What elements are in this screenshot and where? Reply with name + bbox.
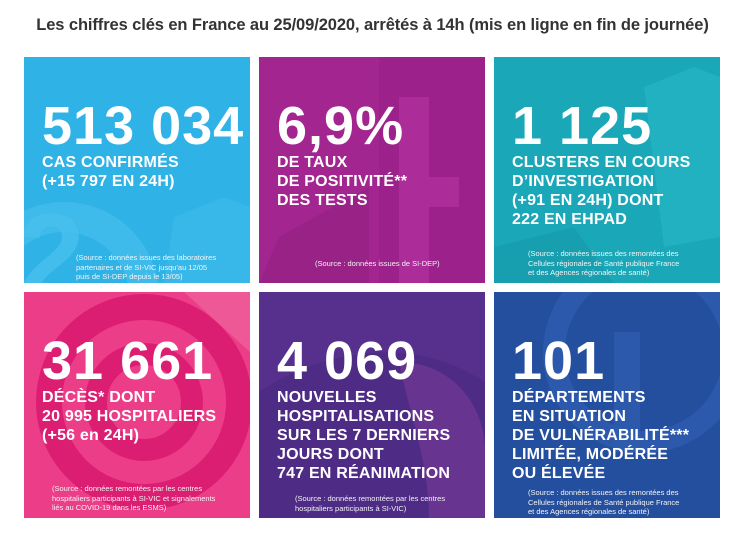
source-note: (Source : données issues des remontées d… bbox=[528, 249, 679, 278]
stat-line: (+15 797 EN 24H) bbox=[42, 173, 175, 190]
source-note: (Source : données issues de SI-DEP) bbox=[315, 259, 440, 269]
stat-description: DE TAUX DE POSITIVITÉ** DES TESTS bbox=[277, 153, 407, 210]
source-line: partenaires et de SI-VIC jusqu'au 12/05 bbox=[76, 262, 208, 272]
stat-number: 513 034 bbox=[42, 96, 245, 156]
source-line: Cellules régionales de Santé publique Fr… bbox=[528, 258, 680, 268]
source-line: (Source : données remontées par les cent… bbox=[295, 494, 446, 503]
stat-line: (+91 EN 24H) DONT bbox=[512, 192, 664, 209]
stat-line: DE TAUX bbox=[277, 154, 348, 171]
stat-line: (+56 en 24H) bbox=[42, 427, 140, 444]
stat-line: NOUVELLES bbox=[277, 389, 377, 406]
svg-text:2: 2 bbox=[24, 189, 85, 283]
stat-line: DÉPARTEMENTS bbox=[512, 389, 646, 406]
source-line: (Source : données issues des remontées d… bbox=[528, 488, 679, 497]
source-line: (Source : données remontées par les cent… bbox=[52, 484, 203, 493]
stat-line: DE VULNÉRABILITÉ*** bbox=[512, 427, 690, 444]
source-line: puis de SI-DEP depuis le 13/05) bbox=[76, 272, 183, 281]
source-line: Cellules régionales de Santé publique Fr… bbox=[528, 497, 680, 507]
source-line: hospitaliers participants à SI-VIC et si… bbox=[52, 493, 216, 503]
tile-background-graphic bbox=[543, 292, 720, 453]
page-title: Les chiffres clés en France au 25/09/202… bbox=[36, 15, 709, 34]
stat-line: 747 EN RÉANIMATION bbox=[277, 465, 451, 482]
stat-line: 222 EN EHPAD bbox=[512, 211, 628, 228]
stat-description: DÉCÈS* DONT 20 995 HOSPITALIERS (+56 en … bbox=[42, 388, 216, 445]
stat-line: LIMITÉE, MODÉRÉE bbox=[512, 446, 669, 463]
source-note: (Source : données issues des laboratoire… bbox=[76, 253, 216, 282]
tile-background-graphic bbox=[259, 352, 485, 518]
deaths-tile: 31 661 DÉCÈS* DONT 20 995 HOSPITALIERS (… bbox=[24, 292, 250, 518]
clusters-tile: 1 125 CLUSTERS EN COURS D’INVESTIGATION … bbox=[494, 57, 720, 283]
stat-line: D’INVESTIGATION bbox=[512, 173, 655, 190]
source-line: hospitaliers participants à SI-VIC) bbox=[295, 503, 407, 513]
tile-background-graphic bbox=[36, 292, 250, 510]
source-line: (Source : données issues de SI-DEP) bbox=[315, 259, 440, 268]
source-note: (Source : données remontées par les cent… bbox=[295, 494, 445, 513]
stat-line: OU ÉLEVÉE bbox=[512, 465, 606, 482]
stat-line: DES TESTS bbox=[277, 192, 368, 209]
stat-number: 101 bbox=[512, 331, 606, 391]
source-line: liés au COVID-19 dans les ESMS) bbox=[52, 503, 167, 512]
stat-line: CLUSTERS EN COURS bbox=[512, 154, 691, 171]
source-line: et des Agences régionales de santé) bbox=[528, 507, 650, 516]
stat-description: NOUVELLES HOSPITALISATIONS SUR LES 7 DER… bbox=[277, 388, 450, 483]
stat-number: 31 661 bbox=[42, 331, 214, 391]
tile-background-graphic bbox=[494, 67, 720, 283]
stat-number: 6,9% bbox=[277, 96, 405, 156]
stat-description: CLUSTERS EN COURS D’INVESTIGATION (+91 E… bbox=[512, 153, 691, 229]
tile-background-graphic bbox=[259, 57, 485, 283]
stat-line: CAS CONFIRMÉS bbox=[42, 154, 179, 171]
stat-description: CAS CONFIRMÉS (+15 797 EN 24H) bbox=[42, 153, 179, 191]
stat-number: 4 069 bbox=[277, 331, 418, 391]
stat-line: 20 995 HOSPITALIERS bbox=[42, 408, 217, 425]
stat-line: DE POSITIVITÉ** bbox=[277, 173, 408, 190]
source-line: et des Agences régionales de santé) bbox=[528, 268, 650, 277]
stat-number: 1 125 bbox=[512, 96, 653, 156]
stat-line: EN SITUATION bbox=[512, 408, 627, 425]
positivity-rate-tile: 6,9% DE TAUX DE POSITIVITÉ** DES TESTS (… bbox=[259, 57, 485, 283]
source-note: (Source : données issues des remontées d… bbox=[528, 488, 679, 517]
source-note: (Source : données remontées par les cent… bbox=[52, 484, 215, 513]
source-line: (Source : données issues des laboratoire… bbox=[76, 253, 217, 262]
stat-line: HOSPITALISATIONS bbox=[277, 408, 435, 425]
stat-line: JOURS DONT bbox=[277, 446, 384, 463]
source-line: (Source : données issues des remontées d… bbox=[528, 249, 679, 258]
departments-tile: 101 DÉPARTEMENTS EN SITUATION DE VULNÉRA… bbox=[494, 292, 720, 518]
tile-background-graphic: 2 bbox=[24, 189, 250, 283]
stat-line: SUR LES 7 DERNIERS bbox=[277, 427, 451, 444]
hospitalisations-tile: 4 069 NOUVELLES HOSPITALISATIONS SUR LES… bbox=[259, 292, 485, 518]
stat-line: DÉCÈS* DONT bbox=[42, 389, 156, 406]
stat-description: DÉPARTEMENTS EN SITUATION DE VULNÉRABILI… bbox=[512, 388, 689, 483]
confirmed-cases-tile: 2 513 034 CAS CONFIRMÉS (+15 797 EN 24H)… bbox=[24, 57, 250, 283]
